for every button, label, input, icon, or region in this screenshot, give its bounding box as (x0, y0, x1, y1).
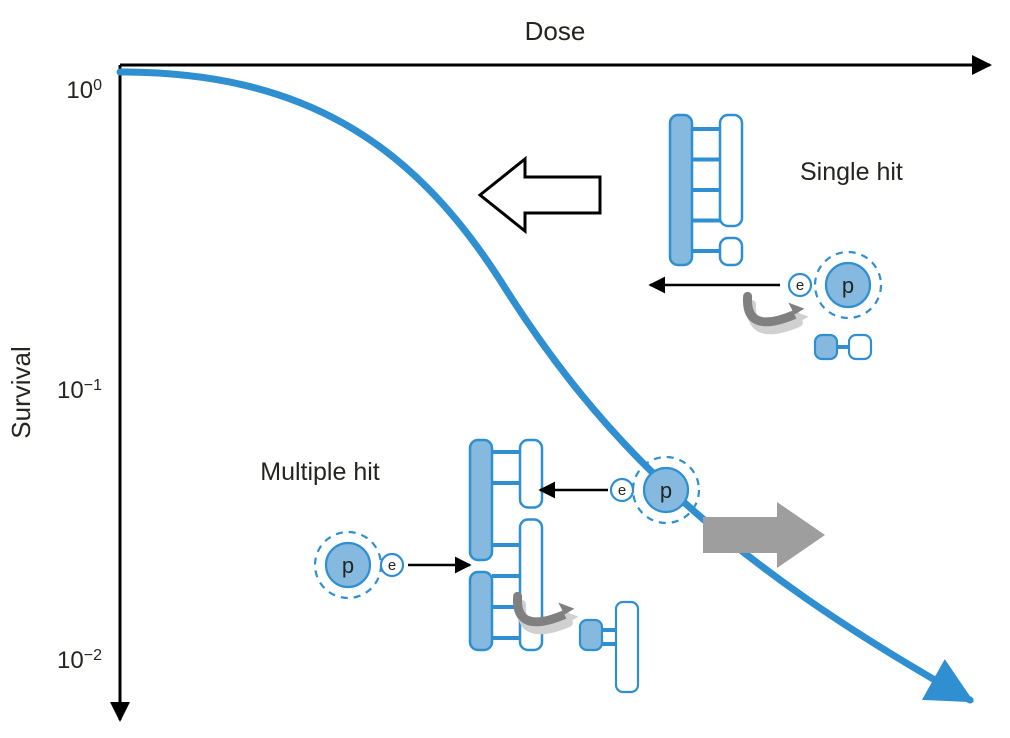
svg-text:p: p (660, 478, 672, 503)
y-tick: 100 (66, 77, 102, 105)
hollow-arrow-icon (480, 159, 600, 231)
dna-fragment (580, 602, 638, 692)
x-axis-label: Dose (525, 16, 586, 46)
svg-text:100: 100 (66, 77, 102, 105)
electron-icon: e (611, 479, 633, 501)
dna-single-hit: ep (650, 115, 881, 359)
y-tick: 10−1 (57, 377, 102, 405)
proton-icon: p (815, 252, 881, 318)
electron-icon: e (381, 554, 403, 576)
svg-text:e: e (618, 482, 626, 499)
svg-text:e: e (796, 277, 804, 294)
y-axis-label: Survival (6, 346, 36, 438)
svg-text:10−2: 10−2 (57, 647, 102, 675)
svg-text:p: p (842, 273, 854, 298)
multiple-hit-label: Multiple hit (260, 458, 380, 486)
dna-fragment (815, 335, 871, 359)
proton-icon: p (315, 532, 381, 598)
svg-text:e: e (388, 557, 396, 574)
svg-text:p: p (342, 553, 354, 578)
electron-icon: e (789, 274, 811, 296)
single-hit-label: Single hit (800, 158, 903, 186)
svg-text:10−1: 10−1 (57, 377, 102, 405)
solid-arrow-icon (703, 502, 825, 568)
y-tick: 10−2 (57, 647, 102, 675)
